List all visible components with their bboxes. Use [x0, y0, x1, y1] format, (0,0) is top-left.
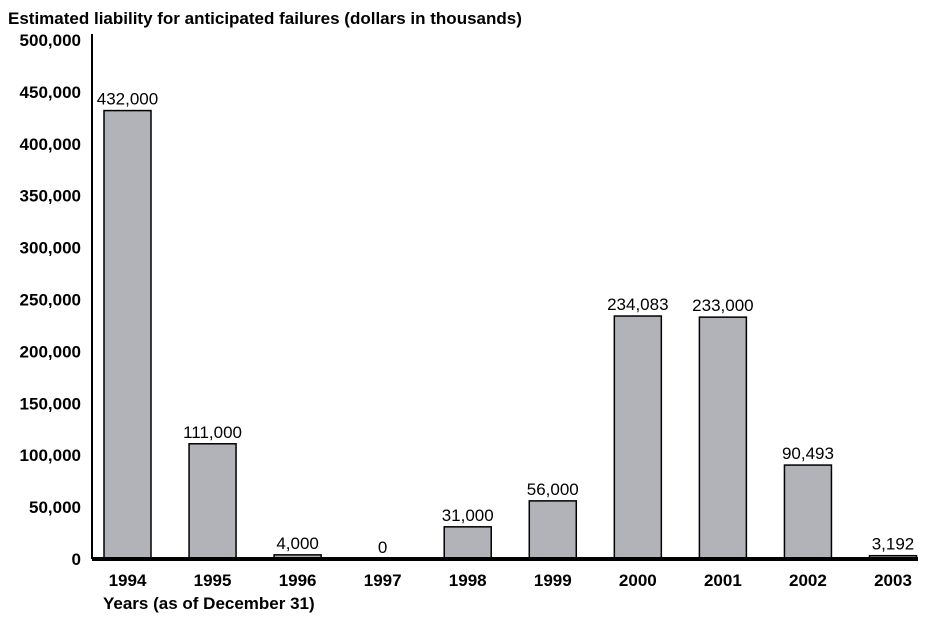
data-labels-group: 432,000 111,000 4,000 0 31,000 56,000 234,083 2… — [97, 90, 915, 557]
y-tick-label: 100,000 — [20, 446, 81, 465]
bar-1998 — [443, 526, 492, 560]
y-tick-label: 350,000 — [20, 187, 81, 206]
x-tick-label-1996: 1996 — [279, 571, 317, 590]
data-label-1997: 0 — [378, 538, 387, 557]
y-tick-label: 500,000 — [20, 31, 81, 50]
y-tick-label: 200,000 — [20, 342, 81, 361]
bar-1999 — [528, 500, 578, 560]
bars-group — [103, 109, 918, 560]
x-tick-label-2000: 2000 — [619, 571, 657, 590]
data-label-2001: 233,000 — [692, 296, 753, 315]
y-tick-label: 450,000 — [20, 83, 81, 102]
bar-2000 — [613, 315, 663, 560]
x-tick-label-2001: 2001 — [704, 571, 742, 590]
y-tick-label: 300,000 — [20, 239, 81, 258]
x-axis-ticks: 1994 1995 1996 1997 1998 1999 2000 2001 2002 2003 — [109, 571, 912, 590]
y-tick-label: 400,000 — [20, 135, 81, 154]
y-tick-label: 50,000 — [29, 498, 81, 517]
x-tick-label-1997: 1997 — [364, 571, 402, 590]
x-tick-label-1995: 1995 — [194, 571, 232, 590]
bar-2001 — [698, 316, 748, 560]
bar-2002 — [783, 464, 833, 560]
data-label-1996: 4,000 — [276, 534, 319, 553]
chart-title: Estimated liability for anticipated fail… — [8, 9, 522, 28]
x-axis-label: Years (as of December 31) — [103, 594, 315, 613]
x-tick-label-1998: 1998 — [449, 571, 487, 590]
y-tick-label: 150,000 — [20, 394, 81, 413]
x-tick-label-2002: 2002 — [789, 571, 827, 590]
y-axis-ticks: 0 50,000 100,000 150,000 200,000 250,000 300,0… — [20, 31, 81, 569]
y-tick-label: 0 — [72, 550, 81, 569]
data-label-2002: 90,493 — [782, 444, 834, 463]
bar-1994 — [103, 109, 152, 560]
x-tick-label-1994: 1994 — [109, 571, 147, 590]
data-label-1998: 31,000 — [442, 506, 494, 525]
data-label-1995: 111,000 — [183, 423, 242, 442]
y-tick-label: 250,000 — [20, 291, 81, 310]
data-label-1999: 56,000 — [527, 480, 579, 499]
data-label-1994: 432,000 — [97, 90, 158, 109]
data-label-2000: 234,083 — [607, 295, 668, 314]
data-label-2003: 3,192 — [872, 535, 915, 554]
x-tick-label-2003: 2003 — [874, 571, 912, 590]
bar-1995 — [188, 443, 237, 560]
x-tick-label-1999: 1999 — [534, 571, 572, 590]
